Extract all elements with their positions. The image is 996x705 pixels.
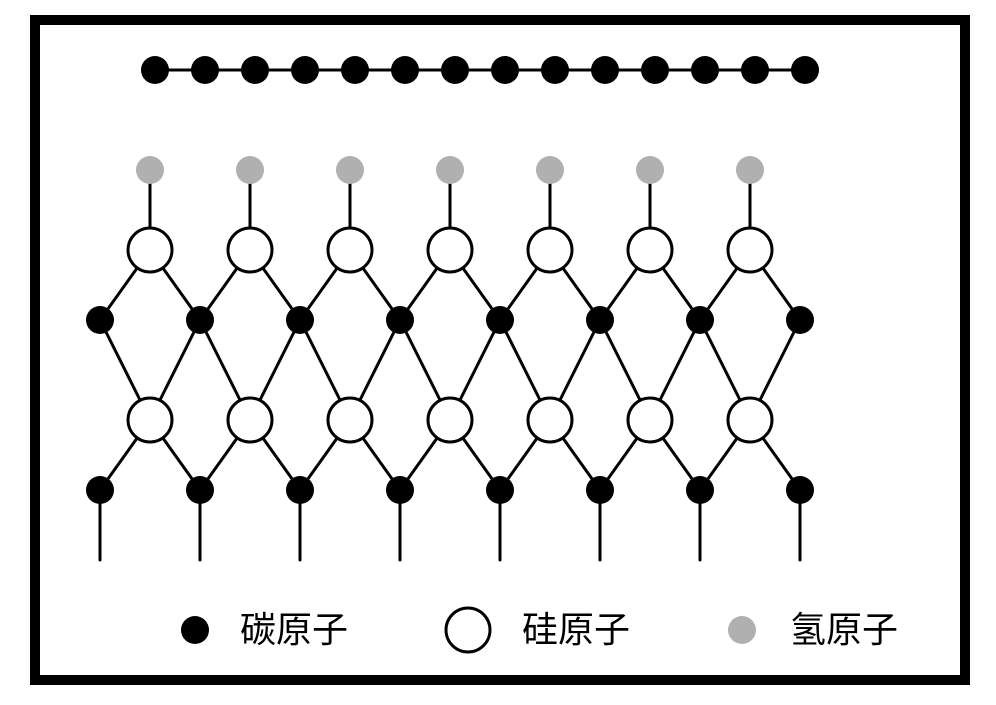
carbon-atom-r4-2 [286,476,314,504]
silicon-atom-r1-3 [428,228,472,272]
silicon-atom-r3-0 [128,398,172,442]
carbon-atom-r4-1 [186,476,214,504]
carbon-atom-legend-0 [181,616,209,644]
hydrogen-atom-r0-3 [436,156,464,184]
carbon-atom-chain-3 [291,56,319,84]
legend-label-carbon: 碳原子 [240,612,348,648]
carbon-atom-r2-7 [786,306,814,334]
hydrogen-atom-r0-2 [336,156,364,184]
carbon-atom-chain-8 [541,56,569,84]
legend-label-hydrogen: 氢原子 [790,612,898,648]
hydrogen-atom-legend-2 [728,616,756,644]
silicon-atom-r3-1 [228,398,272,442]
silicon-atom-r1-4 [528,228,572,272]
hydrogen-atom-r0-0 [136,156,164,184]
carbon-atom-chain-1 [191,56,219,84]
carbon-atom-chain-7 [491,56,519,84]
carbon-atom-r4-4 [486,476,514,504]
carbon-atom-chain-5 [391,56,419,84]
carbon-atom-chain-0 [141,56,169,84]
silicon-atom-r1-0 [128,228,172,272]
carbon-atom-r4-6 [686,476,714,504]
carbon-atom-chain-10 [641,56,669,84]
hydrogen-atom-r0-5 [636,156,664,184]
silicon-atom-r3-6 [728,398,772,442]
silicon-atom-r3-2 [328,398,372,442]
carbon-atom-chain-12 [741,56,769,84]
carbon-atom-r2-3 [386,306,414,334]
carbon-atom-chain-6 [441,56,469,84]
silicon-atom-r1-6 [728,228,772,272]
carbon-atom-chain-4 [341,56,369,84]
carbon-atom-r2-4 [486,306,514,334]
carbon-atom-r4-5 [586,476,614,504]
carbon-atom-r2-6 [686,306,714,334]
carbon-atom-r2-1 [186,306,214,334]
carbon-atom-r2-5 [586,306,614,334]
hydrogen-atom-r0-1 [236,156,264,184]
carbon-atom-r2-0 [86,306,114,334]
silicon-atom-r1-1 [228,228,272,272]
carbon-atom-r2-2 [286,306,314,334]
silicon-atom-r3-3 [428,398,472,442]
silicon-atom-r1-2 [328,228,372,272]
legend-label-silicon: 硅原子 [522,612,630,648]
carbon-atom-chain-11 [691,56,719,84]
carbon-atom-chain-9 [591,56,619,84]
silicon-atom-r3-4 [528,398,572,442]
silicon-atom-r1-5 [628,228,672,272]
carbon-atom-chain-13 [791,56,819,84]
carbon-atom-r4-0 [86,476,114,504]
carbon-atom-r4-3 [386,476,414,504]
diagram-stage [0,0,996,705]
hydrogen-atom-r0-4 [536,156,564,184]
carbon-atom-chain-2 [241,56,269,84]
hydrogen-atom-r0-6 [736,156,764,184]
carbon-atom-r4-7 [786,476,814,504]
silicon-atom-legend-1 [446,608,490,652]
silicon-atom-r3-5 [628,398,672,442]
